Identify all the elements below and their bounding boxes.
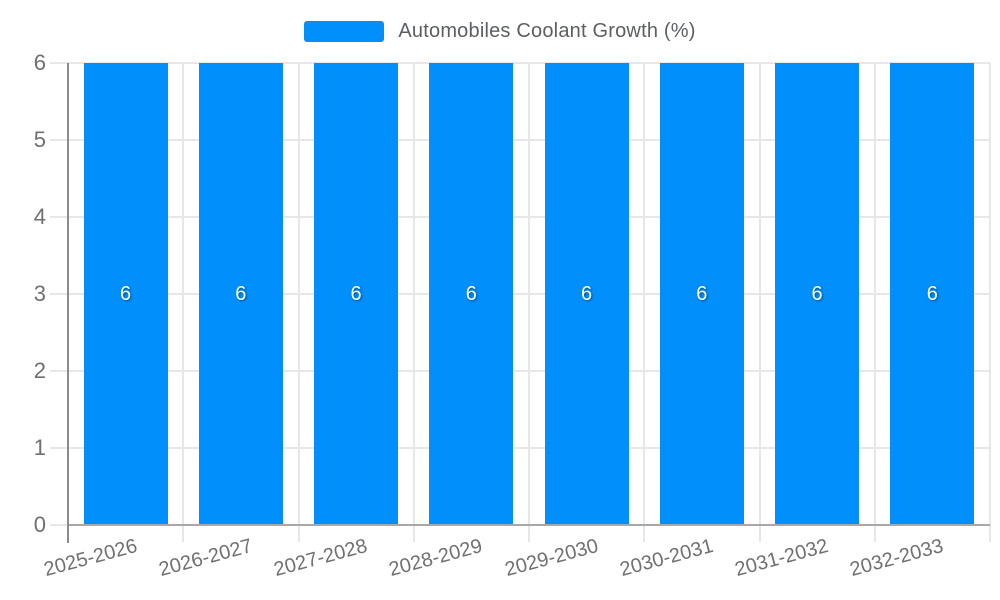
bar-2031-2032[interactable]: 6	[775, 63, 860, 525]
x-axis-line	[68, 524, 990, 526]
y-axis-tick-0: 0	[33, 512, 46, 537]
gridline-y-2	[50, 370, 990, 372]
bar-2026-2027-label: 6	[235, 282, 247, 305]
y-axis-tick-5: 5	[33, 127, 46, 152]
gridline-y-5	[50, 139, 990, 141]
y-axis-tick-2: 2	[33, 358, 46, 383]
gridline-x-1	[182, 63, 185, 542]
gridline-x-5	[643, 63, 646, 542]
y-axis-tick-1: 1	[33, 435, 46, 460]
y-axis-tick-4: 4	[33, 204, 46, 229]
y-axis-tick-3: 3	[33, 281, 46, 306]
legend-label: Automobiles Coolant Growth (%)	[398, 19, 696, 42]
bar-2029-2030-label: 6	[581, 282, 593, 305]
y-axis-tick-6: 6	[33, 50, 46, 75]
bar-2028-2029-label: 6	[465, 282, 477, 305]
legend[interactable]: Automobiles Coolant Growth (%)	[0, 16, 1000, 46]
gridline-x-4	[528, 63, 530, 542]
bar-2026-2027[interactable]: 6	[198, 63, 283, 525]
bar-2030-2031[interactable]: 6	[659, 63, 744, 525]
bar-2029-2030[interactable]: 6	[544, 63, 629, 525]
bar-2025-2026-label: 6	[120, 282, 132, 305]
gridline-y-1	[50, 447, 990, 449]
gridline-y-6	[50, 62, 990, 64]
gridline-y-4	[50, 216, 990, 218]
gridline-x-2	[297, 63, 300, 542]
gridline-y-3	[50, 293, 990, 295]
bar-2027-2028-label: 6	[350, 282, 362, 305]
bar-2032-2033-label: 6	[926, 282, 938, 305]
bar-2027-2028[interactable]: 6	[314, 63, 399, 525]
legend-swatch-icon	[304, 20, 385, 42]
bar-2030-2031-label: 6	[696, 282, 708, 305]
bar-2031-2032-label: 6	[811, 282, 823, 305]
gridline-x-3	[412, 63, 415, 542]
gridline-x-7	[873, 63, 876, 542]
gridline-x-8	[989, 63, 991, 542]
y-axis-line	[67, 63, 69, 543]
bar-2032-2033[interactable]: 6	[890, 63, 975, 525]
bar-2025-2026[interactable]: 6	[83, 63, 168, 525]
gridline-x-6	[758, 63, 761, 542]
bar-2028-2029[interactable]: 6	[429, 63, 514, 525]
